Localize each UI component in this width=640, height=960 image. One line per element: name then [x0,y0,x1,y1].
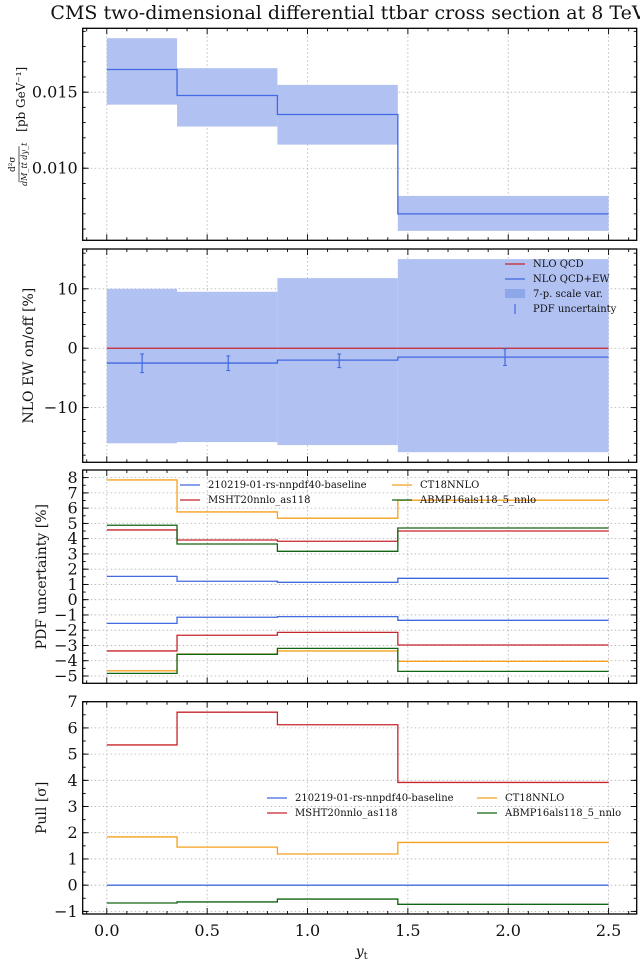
legend-label: ABMP16als118_5_nnlo [419,495,536,506]
legend-label: MSHT20nnlo_as118 [295,808,398,819]
y-tick-label: 8 [68,468,78,487]
series-upper-210219-01-rs-nnpdf40-baseline [106,575,609,583]
y-tick-label: 0.015 [32,83,78,102]
y-tick-label: 1 [68,849,78,868]
axes-frame [82,27,638,241]
legend-label: CT18NNLO [505,793,564,804]
y-tick-label: 0 [68,876,78,895]
y-tick-label: 5 [68,745,78,764]
ticks [82,701,637,914]
x-tick-label: 0.0 [94,921,119,940]
x-tick-label: 0.5 [194,921,219,940]
scale-variation-band [177,68,278,127]
legend-label: 210219-01-rs-nnpdf40-baseline [295,793,454,804]
y-tick-label: 0.010 [32,159,78,178]
series-line-nlo-qcd-ew [106,356,609,364]
x-axis-label-main: y [355,944,365,960]
y-tick-label: 2 [68,823,78,842]
plot-area [106,479,609,675]
y-tick-label: −1 [54,902,78,921]
legend-label: PDF uncertainty [533,304,617,315]
legend-label: MSHT20nnlo_as118 [208,495,311,506]
legend-handle [505,289,525,298]
y-tick-label: 7 [68,692,78,711]
legend-label: NLO QCD [533,259,584,270]
y-tick-label: 1 [68,575,78,594]
y-tick-label: 6 [68,499,78,518]
y-axis-label: NLO EW on/off [%] [21,288,37,424]
axes-frame [82,701,638,915]
y-tick-label: 3 [68,544,78,563]
y-tick-label: 4 [68,771,78,790]
series-lower-abmp16als118-5-nnlo [106,647,609,675]
y-tick-label: 4 [68,529,78,548]
legend-label: ABMP16als118_5_nnlo [504,808,621,819]
axes-frame [82,248,638,463]
y-tick-label: 6 [68,718,78,737]
series-upper-ct18nnlo [106,479,609,519]
series-line-abmp16als118-5-nnlo [106,898,609,905]
scale-variation-band [397,259,609,453]
panel-cross-section: 0.010 0.015 d²σ dM_tt̄ dy_t [pb GeV⁻¹] [8,27,638,241]
x-axis-label: yt [355,944,368,960]
y-tick-label: 0 [68,339,78,358]
gridlines [82,470,637,684]
plot-area [106,711,609,905]
ticks [82,469,637,684]
plot-area [106,38,609,231]
x-tick-label: 2.5 [596,921,621,940]
scale-variation-band [277,278,398,446]
y-tick-label: −1 [54,605,78,624]
y-tick-label: −2 [54,621,78,640]
series-upper-abmp16als118-5-nnlo [106,524,609,552]
y-axis-label-denominator: dM_tt̄ dy_t [19,142,29,186]
y-tick-label: 10 [57,279,77,298]
series-lower-msht20nnlo-as118 [106,631,609,652]
scale-variation-band [177,291,278,443]
ticks [82,28,637,241]
legend-label: 7-p. scale var. [533,289,603,300]
figure-title: CMS two-dimensional differential ttbar c… [50,2,640,24]
series-line-ct18nnlo [106,836,609,855]
y-tick-label: 3 [68,797,78,816]
y-tick-label: −4 [54,651,78,670]
legend-label: NLO QCD+EW [533,274,610,285]
y-axis-label: PDF uncertainty [%] [34,504,50,649]
legend-label: 210219-01-rs-nnpdf40-baseline [208,480,367,491]
panel-ew-ratio: −10 0 10 NLO EW on/off [%] NLO QCD NLO QCD+EW… [21,248,638,463]
x-tick-label: 1.5 [395,921,420,940]
legend-label: CT18NNLO [420,480,479,491]
series-line-msht20nnlo-as118 [106,711,609,784]
x-tick-label: 1.0 [295,921,320,940]
ticks [82,249,637,463]
y-axis-label: Pull [σ] [34,782,50,834]
y-tick-label: −5 [54,666,78,685]
legend: NLO QCD NLO QCD+EW 7-p. scale var. PDF unce… [505,259,617,315]
y-axis-label: d²σ dM_tt̄ dy_t [pb GeV⁻¹] [8,67,29,186]
y-tick-label: 5 [68,514,78,533]
series-upper-msht20nnlo-as118 [106,529,609,542]
y-tick-label: −10 [44,398,78,417]
y-axis-label-unit: [pb GeV⁻¹] [14,67,28,132]
y-tick-label: −3 [54,636,78,655]
legend: 210219-01-rs-nnpdf40-baseline MSHT20nnlo_… [267,793,621,819]
series-lower-210219-01-rs-nnpdf40-baseline [106,615,609,624]
scale-variation-band [106,38,178,105]
y-tick-label: 0 [68,590,78,609]
panel-pull: −1 0 1 2 3 4 5 6 7 0.0 0.5 1.0 1.5 2.0 2.5 yt Pull [σ] 21… [34,692,638,960]
x-tick-label: 2.0 [496,921,521,940]
y-tick-label: 7 [68,483,78,502]
legend: 210219-01-rs-nnpdf40-baseline MSHT20nnlo_… [180,480,536,506]
plot-area [106,259,609,453]
series-line-nlo-qcd-ew [106,68,609,215]
y-tick-label: 2 [68,560,78,579]
x-axis-label-sub: t [364,951,368,960]
y-axis-label-numerator: d²σ [8,157,18,173]
